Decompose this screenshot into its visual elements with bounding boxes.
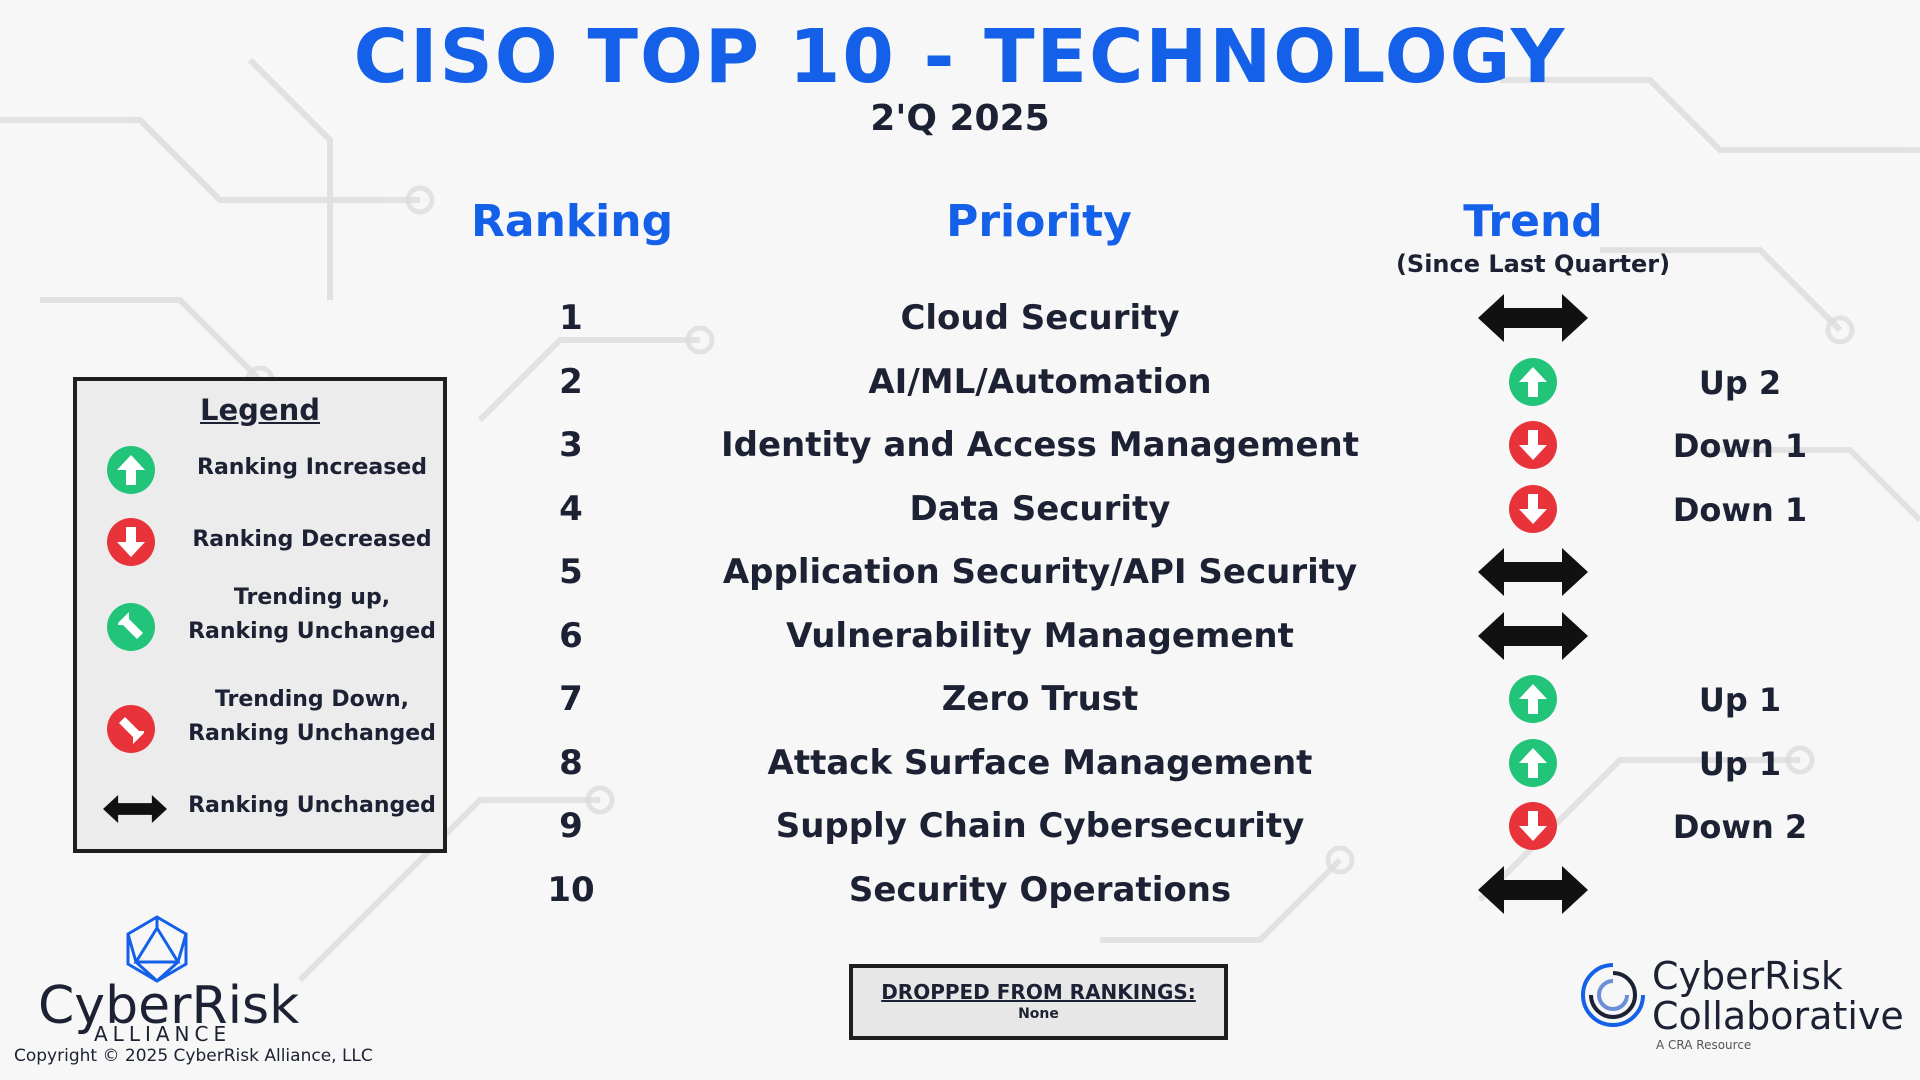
logo-left-sub: ALLIANCE [94,1022,232,1046]
trend-change-label: Down 1 [1672,491,1808,529]
header-trend-subtitle: (Since Last Quarter) [1395,250,1671,278]
header-ranking: Ranking [471,196,674,247]
polyhedron-icon [126,915,188,983]
page-title: CISO TOP 10 - TECHNOLOGY [353,14,1567,100]
rank-number: 8 [559,743,583,783]
ranking-row: 7 Zero Trust Up 1 [0,667,1920,731]
page-subtitle: 2'Q 2025 [870,98,1050,139]
priority-name: Security Operations [848,870,1232,910]
arrow-up-circle-icon [1509,739,1557,787]
rank-number: 1 [559,298,583,338]
legend-label-line1: Trending Down, [214,687,410,712]
double-arrow-icon [1478,866,1588,914]
priority-name: Supply Chain Cybersecurity [775,806,1305,846]
rank-number: 6 [559,616,583,656]
ranking-row: 9 Supply Chain Cybersecurity Down 2 [0,794,1920,858]
logo-right-line2: Collaborative [1652,994,1904,1038]
rank-number: 9 [559,806,583,846]
priority-name: Application Security/API Security [722,552,1358,592]
priority-name: Zero Trust [941,679,1139,719]
cyberrisk-collaborative-logo [1578,960,1648,1034]
rank-number: 3 [559,425,583,465]
legend-item-trending-up: Trending up, Ranking Unchanged [77,581,443,671]
trend-change-label: Down 1 [1672,427,1808,465]
arrow-up-circle-icon [1509,675,1557,723]
legend-label-line1: Trending up, [233,585,391,610]
legend-box: Legend Ranking Increased Ranking Decreas… [73,377,447,853]
priority-name: Attack Surface Management [767,743,1313,783]
dropped-value: None [1018,1006,1059,1022]
priority-name: Vulnerability Management [786,616,1294,656]
arrow-down-right-circle-icon [107,705,155,753]
priority-name: Cloud Security [900,298,1180,338]
double-arrow-icon [1478,612,1588,660]
dropped-rankings-box: DROPPED FROM RANKINGS: None [849,964,1228,1040]
legend-item-unchanged: Ranking Unchanged [77,779,443,839]
legend-label: Ranking Decreased [192,527,432,552]
double-arrow-icon [103,795,167,823]
double-arrow-icon [1478,294,1588,342]
priority-name: Data Security [909,489,1171,529]
arrow-down-circle-icon [1509,802,1557,850]
trend-change-label: Up 2 [1698,364,1782,402]
legend-item-trending-down: Trending Down, Ranking Unchanged [77,683,443,773]
copyright: Copyright © 2025 CyberRisk Alliance, LLC [14,1046,373,1066]
legend-label-line2: Ranking Unchanged [188,721,436,746]
ranking-row: 5 Application Security/API Security [0,540,1920,604]
priority-name: AI/ML/Automation [868,362,1212,402]
logo-right-name: CyberRisk Collaborative [1652,956,1904,1036]
arrow-up-circle-icon [1509,358,1557,406]
logo-right-tag: A CRA Resource [1656,1038,1752,1052]
ranking-row: 8 Attack Surface Management Up 1 [0,731,1920,795]
ranking-row: 3 Identity and Access Management Down 1 [0,413,1920,477]
cyberrisk-alliance-logo [122,914,192,988]
arrow-down-circle-icon [1509,421,1557,469]
ranking-row: 2 AI/ML/Automation Up 2 [0,350,1920,414]
ranking-row: 6 Vulnerability Management [0,604,1920,668]
legend-label-line2: Ranking Unchanged [188,619,436,644]
rank-number: 5 [559,552,583,592]
double-arrow-icon [1478,548,1588,596]
logo-right-line1: CyberRisk [1652,954,1843,998]
legend-label: Ranking Increased [197,455,427,480]
arrow-up-left-circle-icon [107,603,155,651]
rank-number: 10 [547,870,595,910]
legend-title: Legend [200,393,320,427]
header-trend: Trend [1463,196,1603,247]
priority-name: Identity and Access Management [721,425,1359,465]
arrow-down-circle-icon [107,518,155,566]
legend-item-increased: Ranking Increased [77,435,443,505]
rank-number: 2 [559,362,583,402]
ranking-row: 4 Data Security Down 1 [0,477,1920,541]
rank-number: 7 [559,679,583,719]
legend-label: Ranking Unchanged [188,793,436,818]
arrow-up-circle-icon [107,446,155,494]
rank-number: 4 [559,489,583,529]
swirl-icon [1581,963,1645,1027]
header-priority: Priority [946,196,1132,247]
ranking-row: 1 Cloud Security [0,286,1920,350]
arrow-down-circle-icon [1509,485,1557,533]
dropped-title: DROPPED FROM RANKINGS: [881,980,1196,1004]
trend-change-label: Up 1 [1698,745,1782,783]
ranking-row: 10 Security Operations [0,858,1920,922]
trend-change-label: Down 2 [1672,808,1808,846]
legend-item-decreased: Ranking Decreased [77,507,443,577]
logo-left-name: CyberRisk [38,976,300,1036]
trend-change-label: Up 1 [1698,681,1782,719]
